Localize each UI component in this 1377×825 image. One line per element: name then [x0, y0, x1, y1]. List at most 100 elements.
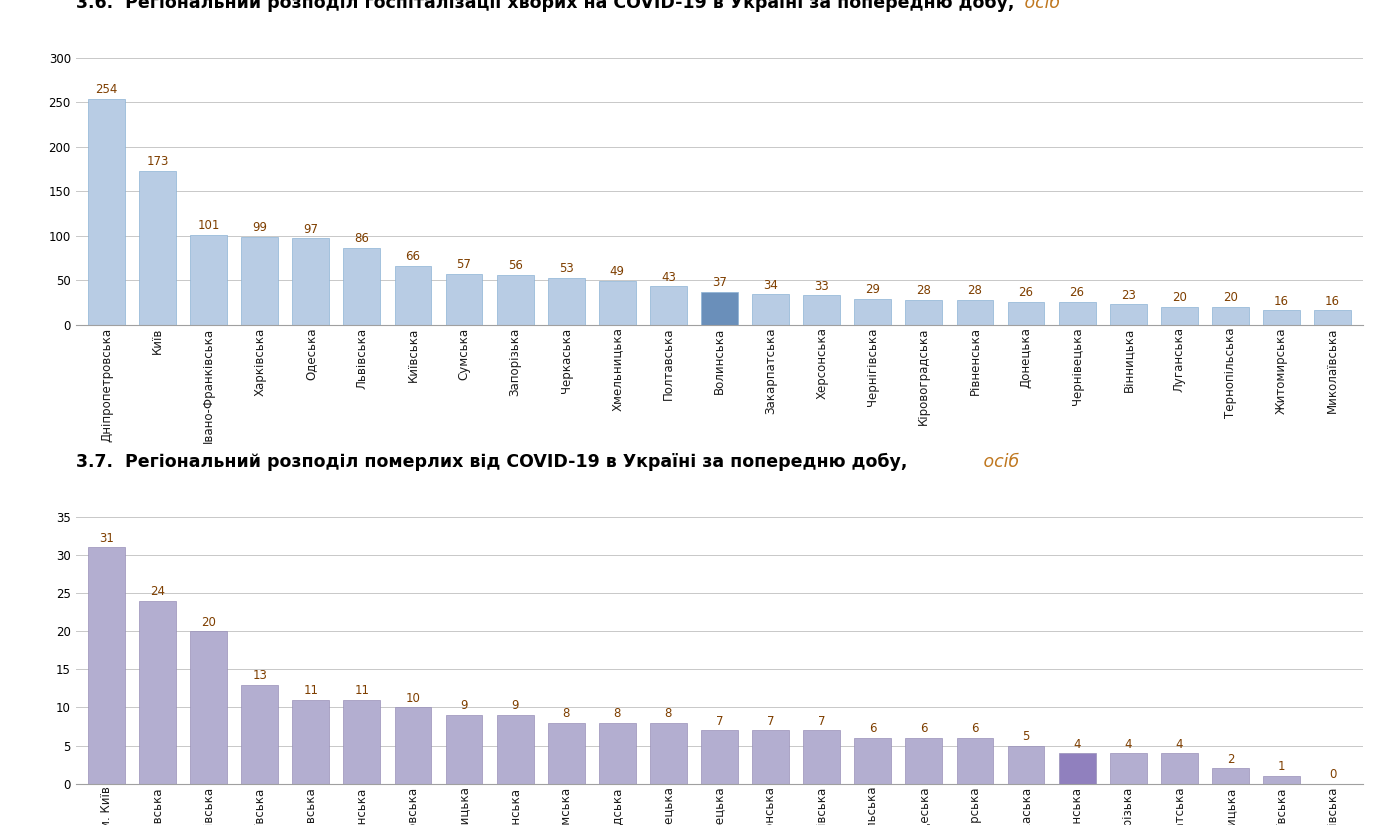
Text: 33: 33 [814, 280, 829, 293]
Bar [1161, 753, 1198, 784]
Text: 31: 31 [99, 531, 114, 545]
Text: 37: 37 [712, 276, 727, 289]
Text: 99: 99 [252, 221, 267, 234]
Bar [1110, 753, 1147, 784]
Bar [446, 274, 482, 325]
Text: 6: 6 [869, 723, 877, 735]
Text: 23: 23 [1121, 289, 1136, 301]
Bar [446, 715, 482, 784]
Text: 26: 26 [1019, 285, 1034, 299]
Text: 6: 6 [920, 723, 928, 735]
Text: 4: 4 [1176, 738, 1183, 751]
Bar [343, 700, 380, 784]
Bar [803, 295, 840, 325]
Text: 24: 24 [150, 585, 165, 598]
Text: 11: 11 [303, 684, 318, 697]
Bar [650, 723, 687, 784]
Text: 254: 254 [95, 83, 117, 96]
Text: 20: 20 [1223, 291, 1238, 304]
Text: 8: 8 [563, 707, 570, 720]
Text: 101: 101 [197, 219, 220, 232]
Bar [957, 738, 993, 784]
Text: 173: 173 [146, 155, 168, 168]
Text: 9: 9 [511, 700, 519, 713]
Bar [497, 275, 533, 325]
Text: 43: 43 [661, 271, 676, 284]
Text: 56: 56 [508, 259, 522, 272]
Text: 3.7.  Регіональний розподіл померлих від COVID-19 в Україні за попередню добу,: 3.7. Регіональний розподіл померлих від … [76, 453, 907, 471]
Bar [241, 685, 278, 784]
Text: 86: 86 [354, 233, 369, 246]
Text: 3.6.  Регіональний розподіл госпіталізації хворих на COVID-19 в Україні за попер: 3.6. Регіональний розподіл госпіталізаці… [76, 0, 1013, 12]
Bar [190, 235, 227, 325]
Text: 53: 53 [559, 262, 574, 275]
Text: 20: 20 [1172, 291, 1187, 304]
Text: 8: 8 [665, 707, 672, 720]
Bar [1212, 307, 1249, 325]
Text: 7: 7 [716, 714, 723, 728]
Text: осіб: осіб [978, 454, 1019, 471]
Text: 34: 34 [763, 279, 778, 292]
Bar [906, 738, 942, 784]
Bar [752, 730, 789, 784]
Bar [1314, 310, 1351, 325]
Bar [1059, 753, 1096, 784]
Bar [292, 238, 329, 325]
Text: 57: 57 [457, 258, 471, 271]
Bar [599, 281, 636, 325]
Bar [139, 171, 176, 325]
Text: 1: 1 [1278, 761, 1285, 774]
Text: 16: 16 [1274, 295, 1289, 308]
Text: 7: 7 [767, 714, 774, 728]
Bar [1212, 769, 1249, 784]
Text: 16: 16 [1325, 295, 1340, 308]
Bar [1059, 301, 1096, 325]
Text: 29: 29 [865, 283, 880, 296]
Text: 9: 9 [460, 700, 468, 713]
Bar [548, 277, 585, 325]
Bar [88, 99, 125, 325]
Text: 28: 28 [917, 284, 931, 297]
Text: 7: 7 [818, 714, 825, 728]
Bar [1161, 307, 1198, 325]
Text: осіб: осіб [1019, 0, 1060, 12]
Text: 4: 4 [1125, 738, 1132, 751]
Text: 20: 20 [201, 615, 216, 629]
Bar [241, 237, 278, 325]
Text: 66: 66 [405, 250, 420, 263]
Bar [1263, 310, 1300, 325]
Text: 97: 97 [303, 223, 318, 236]
Text: 5: 5 [1022, 730, 1030, 743]
Bar [1008, 301, 1044, 325]
Text: 8: 8 [614, 707, 621, 720]
Text: 0: 0 [1329, 768, 1336, 781]
Bar [854, 738, 891, 784]
Text: 6: 6 [971, 723, 979, 735]
Bar [803, 730, 840, 784]
Bar [343, 248, 380, 325]
Bar [395, 708, 431, 784]
Text: 2: 2 [1227, 753, 1234, 766]
Text: 11: 11 [354, 684, 369, 697]
Bar [395, 266, 431, 325]
Text: 4: 4 [1073, 738, 1081, 751]
Bar [1263, 776, 1300, 784]
Bar [497, 715, 533, 784]
Bar [139, 601, 176, 784]
Bar [1008, 746, 1044, 784]
Bar [190, 631, 227, 784]
Bar [752, 295, 789, 325]
Text: 10: 10 [405, 692, 420, 705]
Text: 49: 49 [610, 266, 625, 278]
Bar [599, 723, 636, 784]
Bar [1110, 304, 1147, 325]
Text: 26: 26 [1070, 285, 1085, 299]
Bar [650, 286, 687, 325]
Bar [292, 700, 329, 784]
Bar [701, 292, 738, 325]
Bar [906, 299, 942, 325]
Bar [701, 730, 738, 784]
Bar [548, 723, 585, 784]
Text: 28: 28 [968, 284, 982, 297]
Bar [88, 547, 125, 784]
